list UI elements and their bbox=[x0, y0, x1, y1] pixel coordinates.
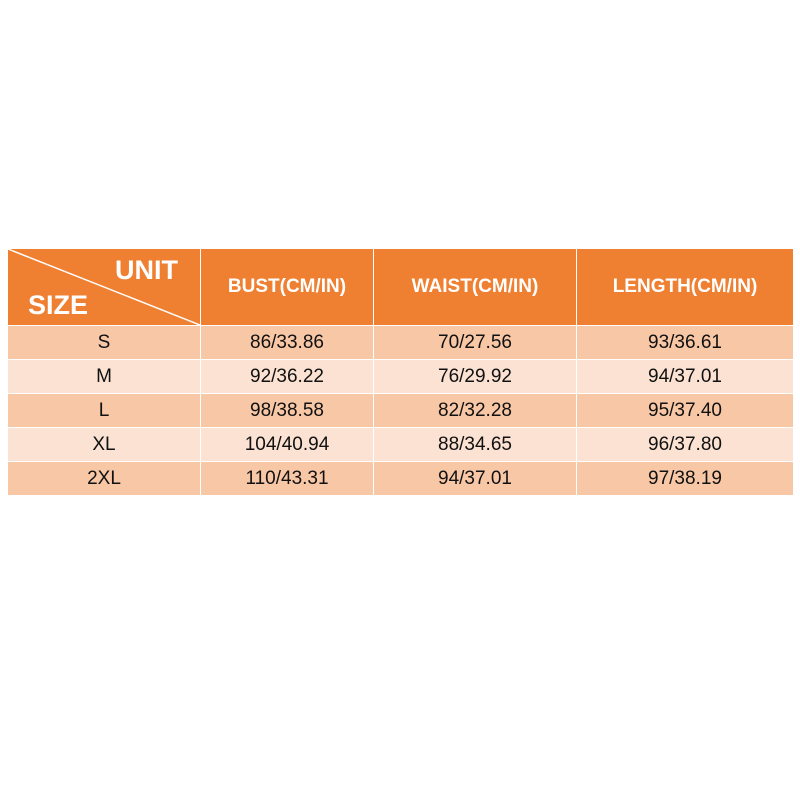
cell-size: L bbox=[7, 393, 201, 428]
cell-length: 96/37.80 bbox=[576, 427, 794, 462]
cell-length: 97/38.19 bbox=[576, 461, 794, 496]
cell-waist: 82/32.28 bbox=[373, 393, 577, 428]
table-row: XL 104/40.94 88/34.65 96/37.80 bbox=[7, 427, 794, 462]
table-row: M 92/36.22 76/29.92 94/37.01 bbox=[7, 359, 794, 394]
cell-waist: 70/27.56 bbox=[373, 325, 577, 360]
size-chart-table: UNIT SIZE BUST(CM/IN) WAIST(CM/IN) LENGT… bbox=[7, 248, 794, 496]
cell-size: 2XL bbox=[7, 461, 201, 496]
cell-size: XL bbox=[7, 427, 201, 462]
column-header-waist: WAIST(CM/IN) bbox=[373, 248, 577, 326]
cell-bust: 92/36.22 bbox=[200, 359, 374, 394]
cell-bust: 104/40.94 bbox=[200, 427, 374, 462]
cell-size: S bbox=[7, 325, 201, 360]
header-row: UNIT SIZE BUST(CM/IN) WAIST(CM/IN) LENGT… bbox=[7, 248, 794, 326]
diagonal-divider bbox=[8, 249, 200, 325]
unit-label: UNIT bbox=[115, 255, 178, 285]
cell-length: 95/37.40 bbox=[576, 393, 794, 428]
corner-header-cell: UNIT SIZE bbox=[7, 248, 201, 326]
cell-length: 94/37.01 bbox=[576, 359, 794, 394]
column-header-bust: BUST(CM/IN) bbox=[200, 248, 374, 326]
size-label: SIZE bbox=[28, 290, 89, 320]
cell-length: 93/36.61 bbox=[576, 325, 794, 360]
cell-bust: 86/33.86 bbox=[200, 325, 374, 360]
table-row: S 86/33.86 70/27.56 93/36.61 bbox=[7, 325, 794, 360]
cell-bust: 98/38.58 bbox=[200, 393, 374, 428]
cell-waist: 88/34.65 bbox=[373, 427, 577, 462]
cell-waist: 76/29.92 bbox=[373, 359, 577, 394]
table-row: 2XL 110/43.31 94/37.01 97/38.19 bbox=[7, 461, 794, 496]
cell-size: M bbox=[7, 359, 201, 394]
column-header-length: LENGTH(CM/IN) bbox=[576, 248, 794, 326]
table-row: L 98/38.58 82/32.28 95/37.40 bbox=[7, 393, 794, 428]
cell-waist: 94/37.01 bbox=[373, 461, 577, 496]
cell-bust: 110/43.31 bbox=[200, 461, 374, 496]
